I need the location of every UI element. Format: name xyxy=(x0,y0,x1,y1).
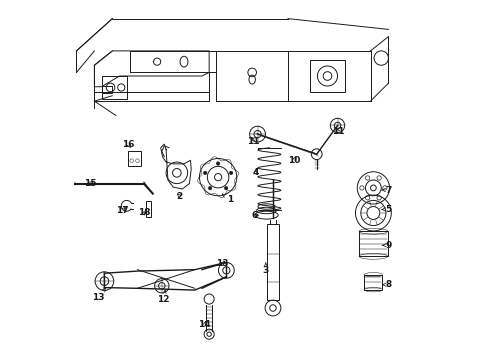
Bar xyxy=(128,151,141,166)
Text: 6: 6 xyxy=(251,211,259,220)
Bar xyxy=(310,60,345,92)
Bar xyxy=(365,275,382,290)
Text: 10: 10 xyxy=(288,156,301,165)
Text: 5: 5 xyxy=(382,205,392,214)
Text: 4: 4 xyxy=(252,168,259,177)
Circle shape xyxy=(208,186,212,190)
Text: 13: 13 xyxy=(93,288,105,302)
Text: 11: 11 xyxy=(246,137,259,146)
Text: 1: 1 xyxy=(222,194,234,204)
Bar xyxy=(147,201,151,217)
Text: 18: 18 xyxy=(138,208,150,217)
Text: 7: 7 xyxy=(382,185,392,194)
Bar xyxy=(101,86,112,93)
Text: 2: 2 xyxy=(176,192,183,201)
Text: 9: 9 xyxy=(382,241,392,250)
Circle shape xyxy=(216,162,220,165)
Text: 12: 12 xyxy=(157,290,170,303)
Circle shape xyxy=(229,171,233,175)
Text: 17: 17 xyxy=(116,206,129,215)
Text: 14: 14 xyxy=(198,320,211,329)
Circle shape xyxy=(224,186,228,190)
Text: 3: 3 xyxy=(263,263,269,275)
Circle shape xyxy=(203,171,207,175)
Bar xyxy=(359,231,388,256)
Text: 8: 8 xyxy=(383,280,392,289)
Text: 13: 13 xyxy=(217,259,229,268)
Bar xyxy=(101,76,126,99)
Text: 16: 16 xyxy=(122,140,135,149)
Text: 11: 11 xyxy=(332,127,344,136)
Text: 15: 15 xyxy=(84,179,97,188)
Bar xyxy=(267,224,279,300)
